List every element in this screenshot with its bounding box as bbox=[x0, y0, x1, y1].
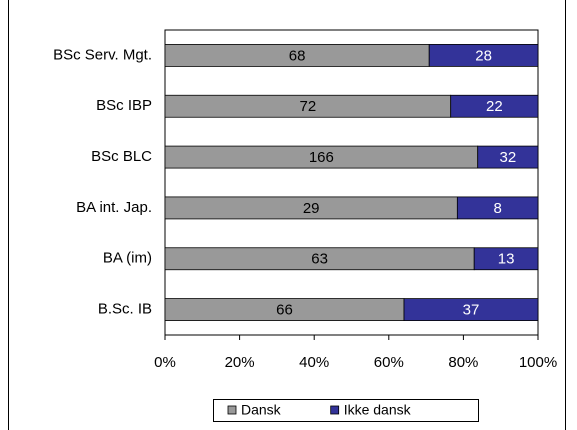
legend-label: Dansk bbox=[241, 402, 282, 418]
x-tick-label: 0% bbox=[154, 354, 176, 371]
x-tick-label: 60% bbox=[374, 354, 404, 371]
y-tick-label: BA int. Jap. bbox=[76, 199, 152, 216]
data-label: 68 bbox=[289, 47, 306, 64]
data-label: 32 bbox=[500, 149, 517, 166]
data-label: 63 bbox=[311, 251, 328, 268]
legend-swatch bbox=[227, 405, 237, 415]
data-label: 72 bbox=[300, 98, 317, 115]
x-tick-label: 40% bbox=[299, 354, 329, 371]
legend-label: Ikke dansk bbox=[344, 402, 412, 418]
bar-segment bbox=[403, 298, 539, 321]
y-tick-label: BSc Serv. Mgt. bbox=[53, 46, 152, 63]
data-label: 8 bbox=[494, 200, 502, 217]
y-tick-label: B.Sc. IB bbox=[98, 301, 152, 318]
x-tick-label: 80% bbox=[448, 354, 478, 371]
data-label: 28 bbox=[475, 47, 492, 64]
legend-box bbox=[213, 399, 479, 422]
x-tick-label: 20% bbox=[225, 354, 255, 371]
plot-area bbox=[164, 29, 539, 336]
data-label: 22 bbox=[486, 98, 503, 115]
bar-segment bbox=[450, 94, 539, 118]
data-label: 13 bbox=[498, 251, 515, 268]
data-label: 29 bbox=[303, 200, 320, 217]
bar-segment bbox=[473, 247, 539, 271]
data-label: 166 bbox=[309, 149, 334, 166]
y-tick-label: BSc IBP bbox=[96, 97, 152, 114]
data-label: 66 bbox=[276, 302, 293, 319]
bar-segment bbox=[456, 196, 539, 220]
data-label: 37 bbox=[463, 302, 480, 319]
legend-swatch bbox=[330, 405, 340, 415]
x-tick-label: 100% bbox=[519, 354, 557, 371]
bar-segment bbox=[428, 44, 539, 67]
bar-segment bbox=[477, 145, 539, 169]
y-tick-label: BA (im) bbox=[103, 250, 152, 267]
y-tick-label: BSc BLC bbox=[91, 148, 152, 165]
